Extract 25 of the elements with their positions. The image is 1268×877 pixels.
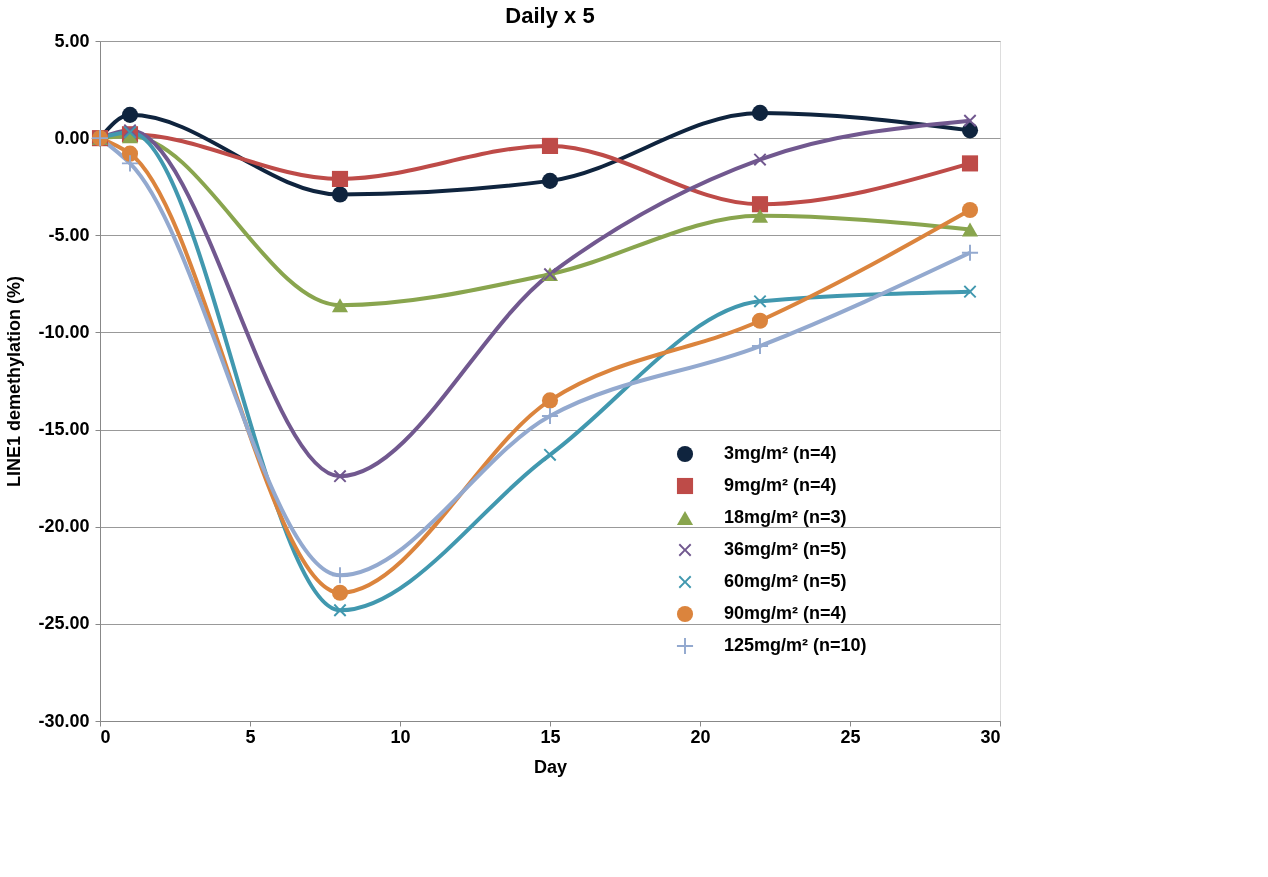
chart-title: Daily x 5 [505, 3, 595, 28]
x-axis-title: Day [533, 756, 568, 777]
y-tick-label: -5.00 [48, 224, 90, 245]
legend-label: 36mg/m² (n=5) [724, 539, 847, 559]
x-tick-label: 15 [540, 726, 561, 747]
y-tick-label: 0.00 [54, 127, 90, 148]
legend-label: 9mg/m² (n=4) [724, 475, 837, 495]
y-axis-title: LINE1 demethylation (%) [4, 275, 25, 488]
x-tick-label: 0 [100, 726, 111, 747]
x-tick-label: 20 [690, 726, 711, 747]
legend-label: 90mg/m² (n=4) [724, 603, 847, 623]
legend-label: 60mg/m² (n=5) [724, 571, 847, 591]
legend-label: 3mg/m² (n=4) [724, 443, 837, 463]
legend-label: 18mg/m² (n=3) [724, 507, 847, 527]
y-tick-label: -10.00 [38, 321, 90, 342]
legend-label: 125mg/m² (n=10) [724, 635, 867, 655]
y-tick-label: -20.00 [38, 516, 90, 537]
x-tick-label: 5 [245, 726, 256, 747]
y-tick-label: -15.00 [38, 419, 90, 440]
y-tick-label: 5.00 [54, 30, 90, 51]
x-tick-label: 10 [390, 726, 411, 747]
x-tick-label: 30 [980, 726, 1001, 747]
y-tick-label: -30.00 [38, 710, 90, 731]
x-tick-label: 25 [840, 726, 861, 747]
y-tick-label: -25.00 [38, 613, 90, 634]
